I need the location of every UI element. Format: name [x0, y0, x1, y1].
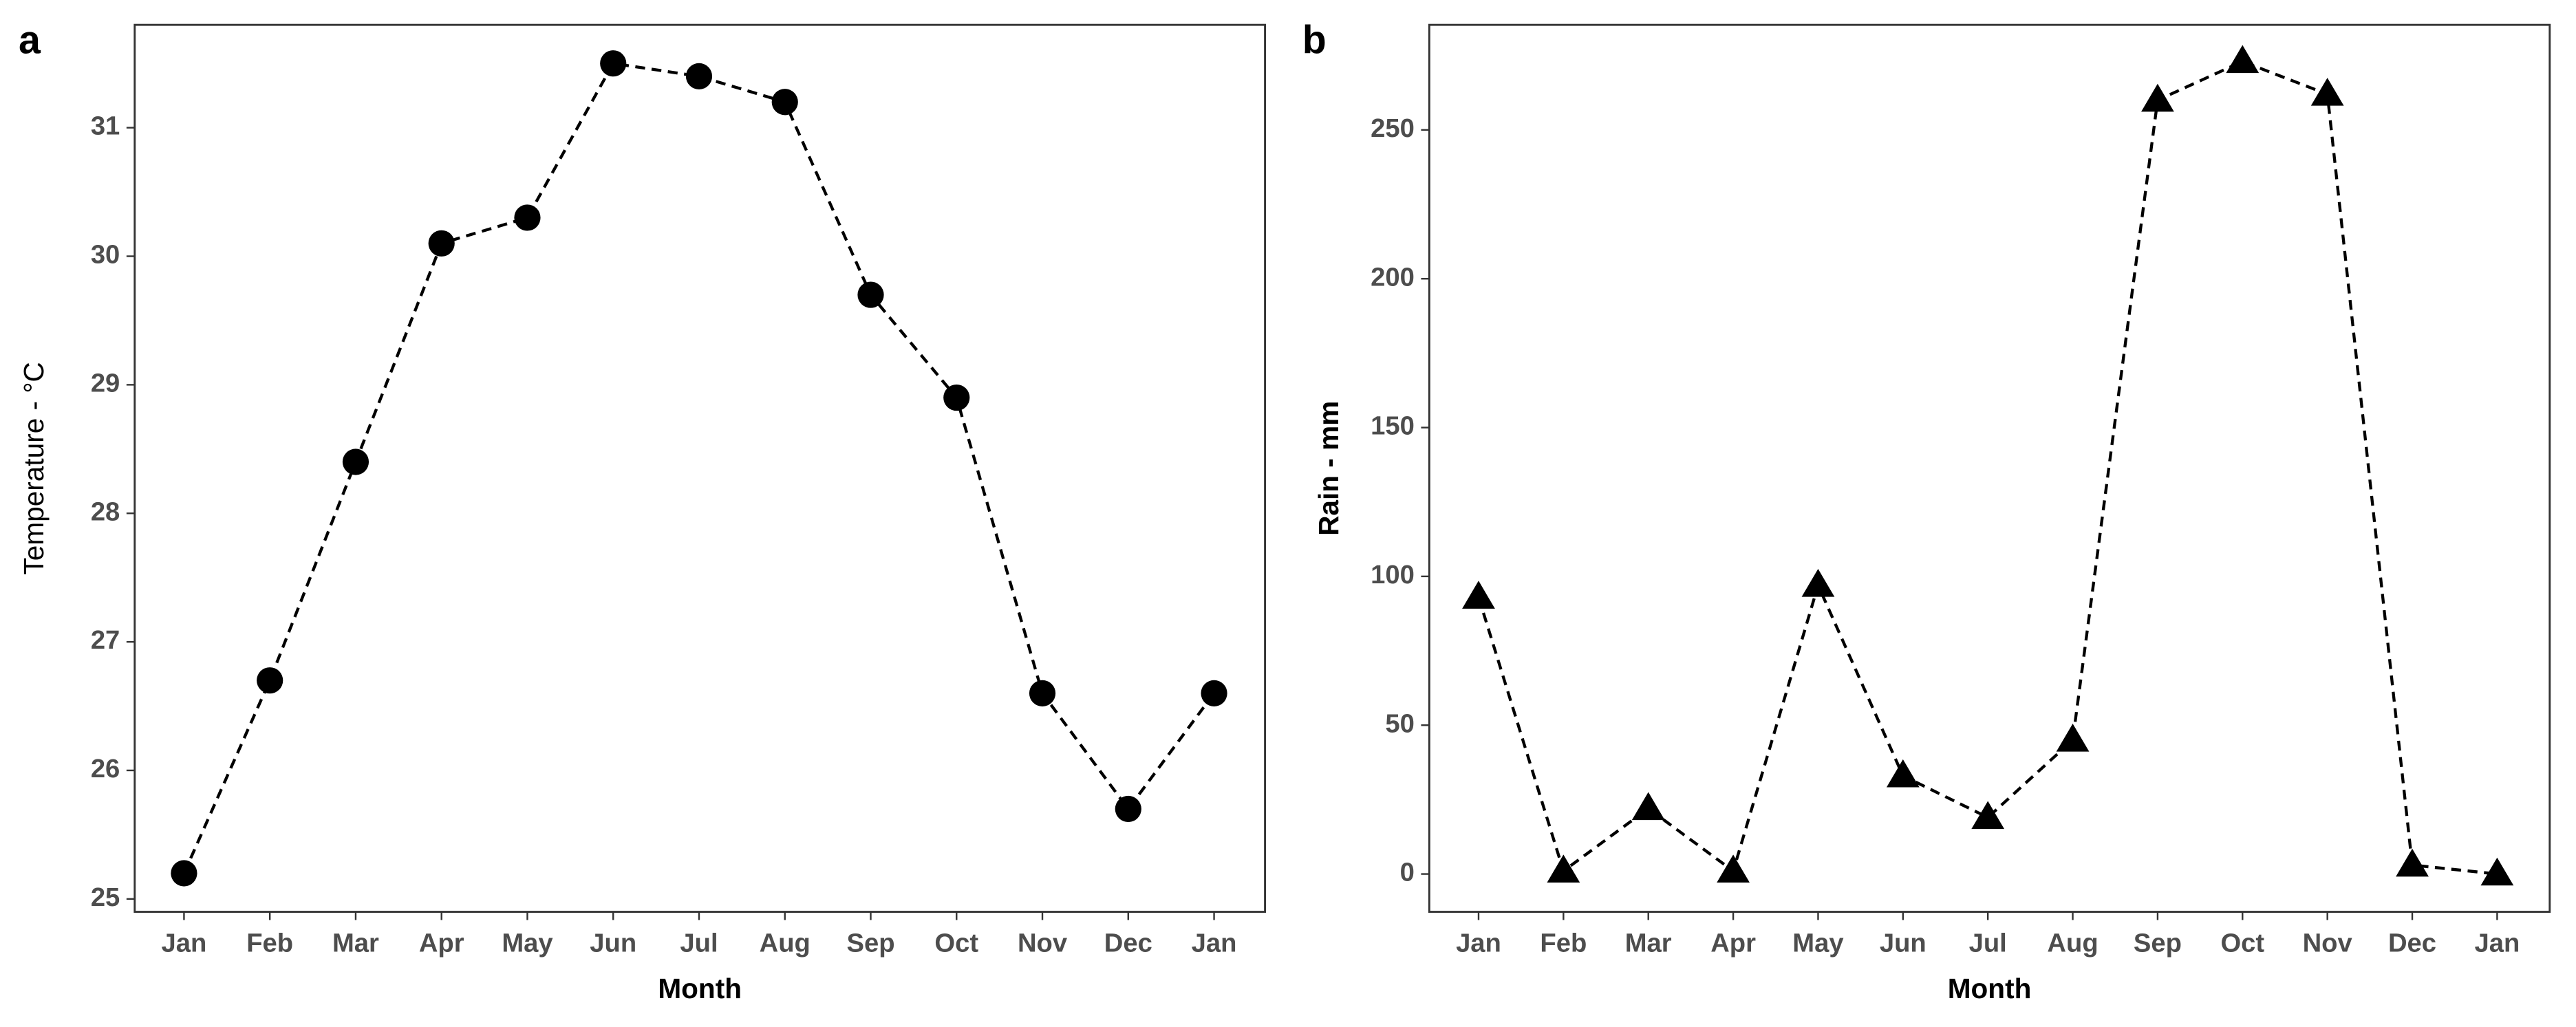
point-marker — [2310, 78, 2344, 106]
x-tick-label: Jun — [1880, 928, 1926, 958]
point-marker — [2396, 848, 2429, 877]
point-marker — [2056, 723, 2090, 752]
x-tick-label: May — [1792, 928, 1844, 958]
data-line — [1477, 60, 2498, 876]
point-marker — [685, 63, 713, 89]
x-tick-label: Aug — [2047, 928, 2098, 958]
y-tick-label: 0 — [1400, 858, 1415, 887]
x-tick-label: Jul — [1969, 928, 2007, 958]
y-tick-label: 150 — [1371, 411, 1415, 441]
y-tick-label: 50 — [1385, 709, 1414, 738]
x-tick-label: Jun — [590, 928, 636, 958]
y-tick-label: 29 — [91, 368, 120, 398]
point-marker — [2226, 45, 2260, 74]
x-tick-label: Dec — [1104, 928, 1152, 958]
point-marker — [1115, 795, 1141, 823]
y-tick-label: 100 — [1371, 560, 1415, 590]
point-marker — [1717, 854, 1750, 883]
plot-frame — [133, 23, 1267, 913]
y-tick-label: 250 — [1371, 113, 1415, 143]
point-marker — [1801, 569, 1835, 597]
y-tick-label: 31 — [91, 111, 120, 141]
x-tick-label: Jan — [162, 928, 207, 958]
x-tick-label: Jan — [1192, 928, 1237, 958]
x-tick-label: Apr — [1710, 928, 1756, 958]
x-tick-label: Nov — [1018, 928, 1068, 958]
panel-label: a — [19, 19, 41, 63]
x-tick-label: Jan — [1456, 928, 1501, 958]
data-line — [182, 61, 1216, 874]
point-marker — [1029, 680, 1056, 706]
point-marker — [257, 667, 283, 694]
point-marker — [600, 50, 627, 77]
point-marker — [2141, 83, 2174, 112]
point-marker — [1462, 581, 1495, 609]
y-tick-label: 28 — [91, 497, 120, 526]
point-marker — [171, 860, 197, 887]
y-tick-label: 26 — [91, 754, 120, 783]
x-tick-label: Feb — [1540, 928, 1587, 958]
point-marker — [1201, 680, 1227, 706]
y-tick-label: 25 — [91, 883, 120, 912]
point-marker — [943, 384, 970, 411]
x-tick-label: May — [502, 928, 553, 958]
point-marker — [857, 281, 884, 308]
x-tick-label: Aug — [760, 928, 811, 958]
point-marker — [1886, 759, 1920, 788]
point-marker — [2480, 857, 2514, 886]
y-tick-label: 200 — [1371, 262, 1415, 292]
point-marker — [342, 448, 369, 475]
x-tick-label: Feb — [246, 928, 293, 958]
x-tick-label: Oct — [2220, 928, 2264, 958]
x-tick-label: Oct — [934, 928, 978, 958]
x-tick-label: Dec — [2388, 928, 2436, 958]
y-axis-title: Rain - mm — [1313, 401, 1344, 536]
plot-frame — [1428, 23, 2551, 913]
y-tick-label: 30 — [91, 240, 120, 270]
point-marker — [1971, 801, 2005, 830]
x-axis-title: Month — [658, 973, 742, 1004]
x-tick-label: Apr — [419, 928, 464, 958]
x-tick-label: Sep — [846, 928, 894, 958]
point-marker — [1631, 792, 1665, 821]
x-tick-label: Sep — [2134, 928, 2182, 958]
x-tick-label: Jul — [680, 928, 718, 958]
panel-label: b — [1302, 19, 1327, 63]
x-tick-label: Mar — [332, 928, 379, 958]
point-marker — [428, 230, 455, 257]
point-marker — [771, 89, 798, 116]
x-tick-label: Nov — [2303, 928, 2353, 958]
x-axis-title: Month — [1948, 973, 2032, 1004]
y-axis-title: Temperature - °C — [18, 362, 50, 574]
y-tick-label: 27 — [91, 625, 120, 655]
x-tick-label: Mar — [1625, 928, 1672, 958]
point-marker — [1547, 854, 1580, 883]
x-tick-label: Jan — [2474, 928, 2520, 958]
point-marker — [514, 204, 541, 231]
